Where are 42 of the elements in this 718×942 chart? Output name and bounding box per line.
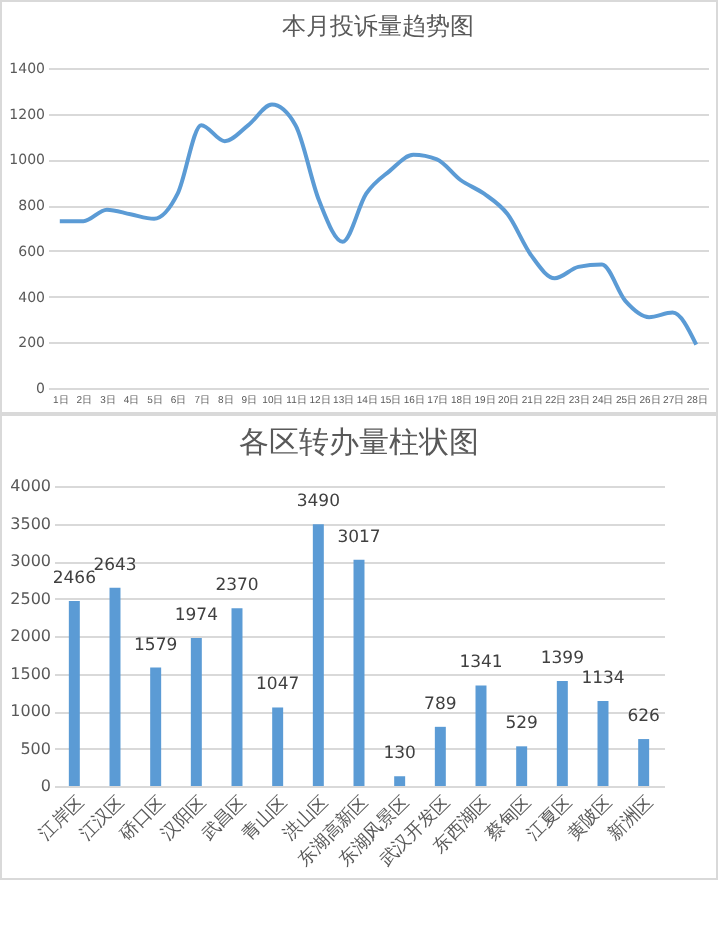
bar [231, 608, 243, 786]
bar [272, 707, 284, 786]
y-tick-label: 1000 [10, 702, 51, 720]
chart-title: 本月投诉量趋势图 [282, 12, 474, 40]
y-tick-label: 3000 [10, 552, 51, 570]
data-label: 529 [505, 714, 538, 735]
bar [516, 746, 528, 786]
bar [597, 700, 609, 786]
data-label: 789 [424, 694, 457, 715]
bar [312, 524, 324, 786]
y-tick-label: 500 [20, 739, 51, 758]
data-label: 130 [383, 744, 416, 765]
bar [190, 637, 202, 786]
data-label: 1134 [581, 668, 625, 689]
bar [150, 667, 162, 786]
y-tick-label: 2000 [10, 627, 51, 645]
data-label: 1974 [174, 605, 218, 626]
chart-title: 各区转办量柱状图 [239, 424, 479, 460]
y-tick-label: 4000 [10, 477, 51, 495]
data-label: 3490 [296, 492, 340, 513]
y-tick-label: 2500 [10, 589, 51, 608]
data-label: 1399 [540, 649, 584, 670]
bar [638, 739, 650, 786]
data-label: 2466 [52, 569, 96, 590]
bar [394, 776, 406, 786]
data-label: 1579 [134, 635, 178, 656]
data-label: 2643 [93, 555, 137, 576]
line-series [57, 102, 699, 347]
bar [68, 601, 80, 786]
data-label: 1341 [459, 653, 503, 674]
bar [434, 726, 446, 786]
bar [475, 685, 487, 786]
bar [109, 587, 121, 786]
data-label: 626 [627, 707, 660, 728]
data-label: 1047 [256, 675, 300, 696]
bar [353, 559, 365, 786]
data-label: 2370 [215, 576, 259, 597]
y-tick-label: 1500 [10, 664, 51, 683]
y-tick-label: 0 [40, 777, 51, 795]
y-tick-label: 3500 [10, 514, 51, 533]
data-label: 3017 [337, 527, 381, 548]
bar [556, 681, 568, 786]
